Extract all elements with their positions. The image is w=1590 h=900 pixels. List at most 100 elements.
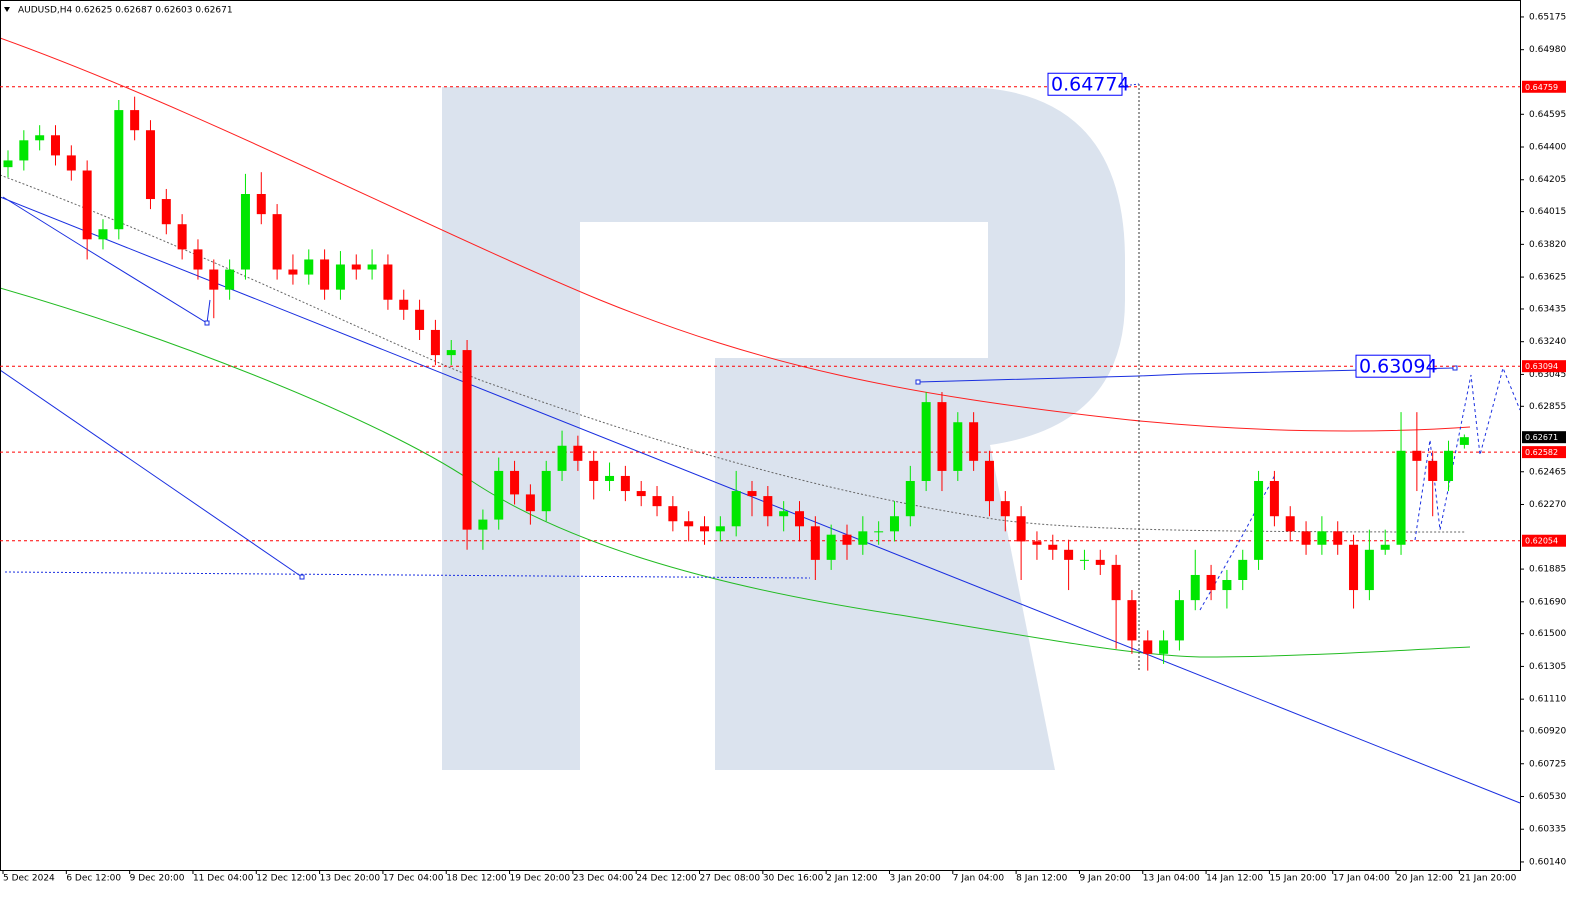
dotted-average <box>0 174 1466 533</box>
annotation-label: 0.63094 <box>1359 356 1438 378</box>
candle-body <box>1396 450 1406 545</box>
x-tick-label: 13 Dec 20:00 <box>320 874 381 884</box>
candle-body <box>1174 600 1184 641</box>
candle-body <box>114 110 124 230</box>
candle-body <box>1364 549 1374 591</box>
candle-body <box>715 526 725 532</box>
y-tick-label: 0.64015 <box>1529 207 1566 217</box>
candle-body <box>494 470 504 520</box>
candle-body <box>430 329 440 356</box>
y-tick-label: 0.63435 <box>1529 304 1566 314</box>
x-tick-label: 13 Jan 04:00 <box>1143 874 1200 884</box>
y-tick-label: 0.63045 <box>1529 370 1566 380</box>
candle-body <box>921 402 931 481</box>
candle-body <box>1317 531 1327 545</box>
candle-body <box>1301 531 1311 545</box>
price-tag <box>1522 446 1566 459</box>
candle-body <box>905 480 915 517</box>
candle-body <box>795 511 804 527</box>
x-tick-label: 3 Jan 20:00 <box>889 874 941 884</box>
chart-title: AUDUSD,H4 0.62625 0.62687 0.62603 0.6267… <box>18 6 233 16</box>
x-tick-label: 7 Jan 04:00 <box>953 874 1005 884</box>
x-tick-label: 17 Dec 04:00 <box>383 874 444 884</box>
price-tag <box>1522 534 1566 547</box>
candle-body <box>19 140 29 161</box>
candle-body <box>874 531 884 533</box>
candle-body <box>177 224 187 250</box>
candle-body <box>1032 541 1042 545</box>
candle-body <box>1428 460 1438 481</box>
price-tag-label: 0.64759 <box>1525 83 1558 92</box>
price-tag-label: 0.63094 <box>1525 362 1558 371</box>
x-tick-label: 9 Dec 20:00 <box>130 874 185 884</box>
candle-body <box>304 259 314 275</box>
annotation-box <box>1355 354 1431 378</box>
candle-body <box>1349 544 1359 591</box>
candle-body <box>826 534 836 560</box>
candle-body <box>889 516 899 532</box>
candle-body <box>636 491 646 497</box>
candle-body <box>383 264 393 300</box>
candle-body <box>589 460 599 481</box>
y-tick-label: 0.60725 <box>1529 759 1566 769</box>
watermark <box>442 87 1125 770</box>
y-tick-label: 0.61305 <box>1529 662 1566 672</box>
candle-body <box>130 110 140 131</box>
x-tick-label: 11 Dec 04:00 <box>193 874 254 884</box>
candle-body <box>335 264 345 290</box>
price-tag-label: 0.62054 <box>1525 537 1558 546</box>
candle-body <box>541 470 551 512</box>
price-tag-label: 0.62671 <box>1525 433 1558 442</box>
candle-body <box>193 249 203 270</box>
candle-body <box>478 519 488 530</box>
candle-body <box>684 521 694 527</box>
candle-body <box>415 309 425 330</box>
y-tick-label: 0.62270 <box>1529 500 1566 510</box>
candle-body <box>1048 544 1058 550</box>
candle-body <box>82 170 92 240</box>
y-tick-label: 0.60530 <box>1529 792 1566 802</box>
x-tick-label: 27 Dec 08:00 <box>700 874 761 884</box>
y-tick-label: 0.60335 <box>1529 825 1566 835</box>
y-tick-label: 0.64980 <box>1529 45 1566 55</box>
moving-average-red <box>0 37 1471 432</box>
candle-body <box>984 460 994 502</box>
candle-body <box>1333 531 1343 545</box>
y-tick-label: 0.63820 <box>1529 240 1566 250</box>
candle-body <box>3 160 13 168</box>
candle-body <box>1000 501 1010 517</box>
candle-body <box>1412 450 1422 461</box>
candle-body <box>1444 450 1454 481</box>
y-tick-label: 0.60920 <box>1529 727 1566 737</box>
candle-body <box>98 229 108 240</box>
y-tick-label: 0.62855 <box>1529 402 1566 412</box>
candle-body <box>1380 544 1390 550</box>
candle-body <box>66 155 76 171</box>
annotation-label: 0.64774 <box>1051 74 1130 96</box>
x-tick-label: 5 Dec 2024 <box>3 874 55 884</box>
x-tick-label: 17 Jan 04:00 <box>1333 874 1390 884</box>
candle-body <box>620 475 630 492</box>
candle-body <box>969 422 979 461</box>
y-tick-label: 0.60140 <box>1529 857 1566 867</box>
x-tick-label: 19 Dec 20:00 <box>510 874 571 884</box>
price-tag <box>1522 360 1566 373</box>
price-tag-label: 0.62582 <box>1525 448 1558 457</box>
candle-body <box>1127 600 1137 641</box>
candle-body <box>937 402 947 471</box>
candle-body <box>731 491 741 527</box>
candle-body <box>573 445 583 461</box>
x-tick-label: 23 Dec 04:00 <box>573 874 634 884</box>
menu-triangle[interactable] <box>4 7 10 12</box>
y-tick-label: 0.61885 <box>1529 565 1566 575</box>
x-tick-label: 21 Jan 20:00 <box>1459 874 1516 884</box>
candle-body <box>652 496 662 507</box>
candle-body <box>161 199 171 225</box>
candle-body <box>1285 516 1295 532</box>
candle-body <box>225 269 235 290</box>
candle-body <box>367 264 377 270</box>
price-tag <box>1522 431 1566 444</box>
candle-body <box>320 259 330 290</box>
